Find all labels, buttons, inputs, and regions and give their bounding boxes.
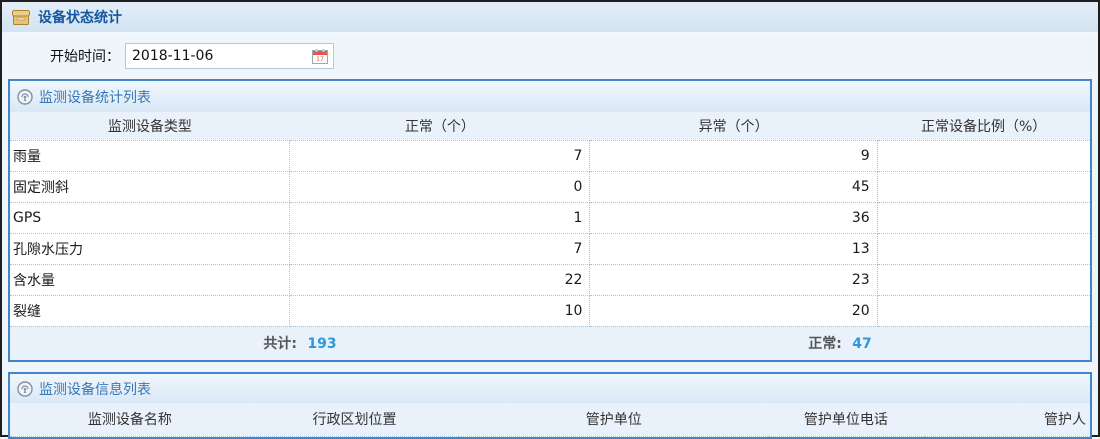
col-header-keeper: 管护人: [923, 403, 1090, 437]
table-row: 裂缝 10 20: [10, 295, 1090, 327]
cell-normal: 7: [289, 233, 591, 265]
stats-footer-row: 共计: 193 正常: 47: [10, 326, 1090, 360]
cell-device-type: GPS: [10, 202, 291, 234]
table-row: 固定测斜 0 45: [10, 171, 1090, 203]
page-title: 设备状态统计: [38, 10, 122, 26]
antenna-icon: [17, 380, 33, 397]
cell-normal: 10: [289, 295, 591, 327]
cell-abnormal: 36: [589, 202, 878, 234]
page-title-bar: 设备状态统计: [2, 2, 1098, 33]
cell-abnormal: 23: [589, 264, 878, 296]
cell-abnormal: 13: [589, 233, 878, 265]
cell-normal: 22: [289, 264, 591, 296]
col-header-unit-phone: 管护单位电话: [768, 403, 924, 437]
cell-device-type: 固定测斜: [10, 171, 291, 203]
calendar-icon[interactable]: 17: [312, 49, 328, 64]
cell-ratio: [877, 295, 1090, 327]
cell-device-type: 孔隙水压力: [10, 233, 291, 265]
table-row: 含水量 22 23: [10, 264, 1090, 296]
info-panel-title: 监测设备信息列表: [39, 381, 151, 398]
col-header-normal-ratio: 正常设备比例（%）: [877, 112, 1090, 141]
cell-normal: 1: [289, 202, 591, 234]
antenna-icon: [17, 88, 33, 105]
col-header-region: 行政区划位置: [249, 403, 460, 437]
cell-device-type: 裂缝: [10, 295, 291, 327]
normal-summary: 正常: 47: [589, 326, 1090, 360]
normal-value: 47: [852, 336, 872, 353]
start-time-label: 开始时间：: [50, 49, 120, 65]
cell-abnormal: 9: [589, 140, 878, 172]
total-summary: 共计: 193: [10, 326, 590, 360]
svg-text:17: 17: [316, 56, 324, 63]
stats-panel-title: 监测设备统计列表: [39, 89, 151, 106]
info-panel: 监测设备信息列表 监测设备名称 行政区划位置 管护单位 管护单位电话 管护人: [8, 372, 1092, 439]
cell-ratio: [877, 171, 1090, 203]
col-header-device-type: 监测设备类型: [10, 112, 290, 141]
start-time-input[interactable]: [125, 43, 334, 69]
normal-label: 正常:: [808, 336, 842, 353]
total-label: 共计:: [263, 336, 297, 353]
col-header-unit: 管护单位: [459, 403, 769, 437]
cell-device-type: 含水量: [10, 264, 291, 296]
stats-panel-header: 监测设备统计列表: [10, 81, 1090, 112]
info-header-row: 监测设备名称 行政区划位置 管护单位 管护单位电话 管护人: [10, 403, 1090, 437]
box-icon: [11, 9, 31, 26]
stats-header-row: 监测设备类型 正常（个） 异常（个） 正常设备比例（%）: [10, 112, 1090, 141]
info-panel-header: 监测设备信息列表: [10, 374, 1090, 403]
total-value: 193: [307, 336, 337, 353]
col-header-device-name: 监测设备名称: [10, 403, 250, 437]
col-header-normal-count: 正常（个）: [289, 112, 590, 141]
cell-abnormal: 20: [589, 295, 878, 327]
cell-normal: 0: [289, 171, 591, 203]
stats-table: 监测设备类型 正常（个） 异常（个） 正常设备比例（%） 雨量 7 9 固定测斜…: [10, 112, 1090, 360]
stats-panel: 监测设备统计列表 监测设备类型 正常（个） 异常（个） 正常设备比例（%） 雨量…: [8, 79, 1092, 362]
cell-normal: 7: [289, 140, 591, 172]
cell-ratio: [877, 264, 1090, 296]
cell-device-type: 雨量: [10, 140, 291, 172]
cell-ratio: [877, 140, 1090, 172]
col-header-abnormal-count: 异常（个）: [589, 112, 878, 141]
info-table: 监测设备名称 行政区划位置 管护单位 管护单位电话 管护人: [10, 403, 1090, 437]
table-row: 孔隙水压力 7 13: [10, 233, 1090, 265]
table-row: GPS 1 36: [10, 202, 1090, 234]
cell-abnormal: 45: [589, 171, 878, 203]
filter-row: 开始时间： 17: [2, 33, 1098, 79]
table-row: 雨量 7 9: [10, 140, 1090, 172]
cell-ratio: [877, 202, 1090, 234]
cell-ratio: [877, 233, 1090, 265]
